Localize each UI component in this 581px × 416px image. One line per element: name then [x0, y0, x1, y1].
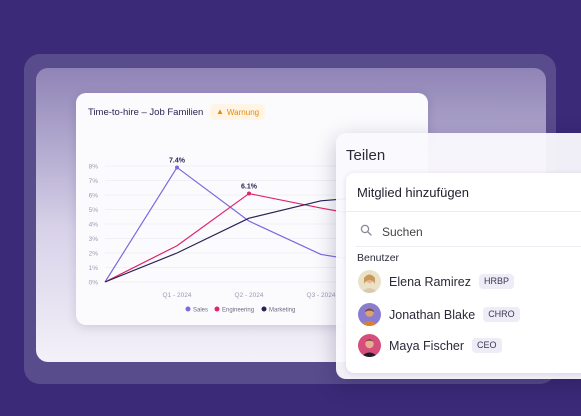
legend-marker: [214, 306, 220, 312]
share-panel-title: Teilen: [346, 147, 386, 164]
legend-marker: [261, 306, 267, 312]
user-row-elena[interactable]: Elena Ramirez HRBP: [358, 270, 514, 293]
search-icon: [360, 223, 372, 241]
role-badge: HRBP: [478, 274, 514, 289]
warning-triangle-icon: ▲: [216, 107, 224, 116]
add-member-card: Mitglied hinzufügen Benutzer: [346, 173, 581, 373]
y-tick-label: 3%: [89, 236, 99, 243]
legend-label: Marketing: [269, 308, 295, 314]
y-tick-label: 1%: [89, 265, 99, 272]
legend-label: Engineering: [222, 308, 254, 314]
data-label: 6.1%: [241, 184, 258, 191]
data-label: 7.4%: [169, 157, 186, 164]
role-badge: CEO: [472, 338, 502, 353]
avatar: [358, 270, 381, 293]
user-row-maya[interactable]: Maya Fischer CEO: [358, 334, 502, 357]
warning-badge[interactable]: ▲ Warnung: [210, 104, 266, 120]
role-badge: CHRO: [483, 307, 520, 322]
divider: [356, 246, 581, 247]
divider: [346, 211, 581, 212]
user-name: Maya Fischer: [389, 338, 465, 353]
x-tick-label: Q1 - 2024: [163, 292, 192, 299]
y-tick-label: 5%: [89, 207, 99, 214]
share-panel: Teilen Mitglied hinzufügen Benutzer: [336, 133, 581, 379]
chart-title: Time-to-hire – Job Familien: [88, 107, 204, 118]
user-name: Elena Ramirez: [389, 274, 471, 289]
users-section-label: Benutzer: [357, 252, 400, 264]
add-member-title: Mitglied hinzufügen: [357, 185, 470, 200]
legend-marker: [185, 306, 191, 312]
user-row-jonathan[interactable]: Jonathan Blake CHRO: [358, 303, 520, 326]
search-input[interactable]: [380, 224, 544, 240]
data-point: [247, 191, 251, 196]
x-tick-label: Q2 - 2024: [235, 292, 264, 299]
search-row: [360, 223, 544, 241]
data-point: [175, 165, 179, 170]
y-tick-label: 2%: [89, 251, 99, 258]
y-tick-label: 4%: [89, 222, 99, 229]
y-tick-label: 0%: [89, 280, 99, 287]
avatar: [358, 303, 381, 326]
user-name: Jonathan Blake: [389, 307, 476, 322]
y-tick-label: 6%: [89, 193, 99, 200]
y-tick-label: 8%: [89, 164, 99, 171]
x-tick-label: Q3 - 2024: [307, 292, 336, 299]
avatar: [358, 334, 381, 357]
y-tick-label: 7%: [89, 178, 99, 185]
legend-label: Sales: [193, 308, 208, 314]
warning-label: Warnung: [226, 107, 260, 117]
